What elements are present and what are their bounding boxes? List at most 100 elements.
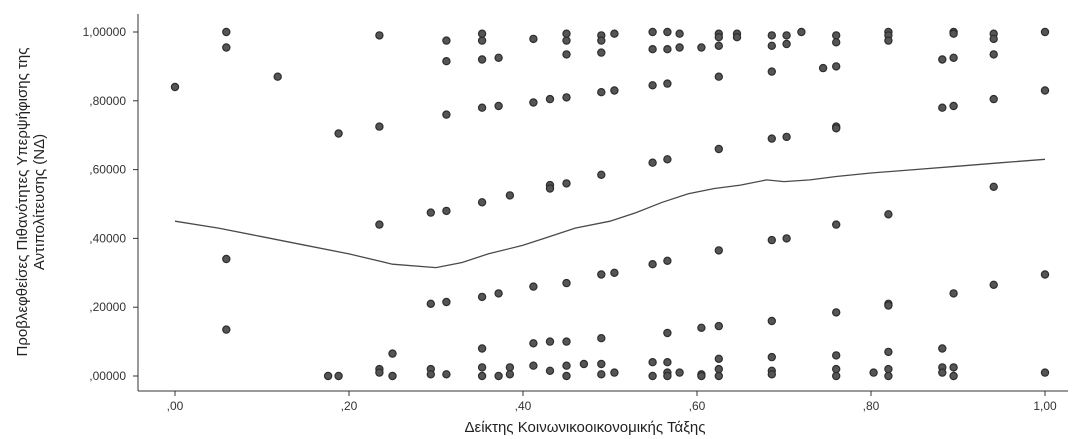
data-point bbox=[675, 29, 684, 38]
data-point bbox=[797, 27, 806, 37]
data-point bbox=[494, 371, 503, 381]
data-point bbox=[426, 299, 435, 308]
data-point bbox=[442, 206, 451, 216]
data-point bbox=[375, 31, 384, 40]
data-point bbox=[832, 371, 841, 381]
data-point bbox=[442, 370, 451, 379]
data-point bbox=[648, 371, 657, 381]
data-point bbox=[714, 72, 724, 81]
x-tick-label: ,60 bbox=[689, 399, 706, 413]
axes: ,00000 ,20000 ,40000 ,60000 ,80000 1,00000 ,00… bbox=[83, 14, 1068, 413]
data-point bbox=[562, 29, 571, 38]
data-point bbox=[375, 220, 384, 229]
y-axis-title-line-2: Αντιπολίτευσης (ΝΔ) bbox=[31, 134, 48, 270]
data-point bbox=[442, 57, 451, 66]
data-point bbox=[1040, 368, 1050, 377]
y-tick-label: ,40000 bbox=[89, 231, 126, 245]
data-point bbox=[610, 29, 619, 38]
y-tick-label: ,80000 bbox=[89, 94, 126, 108]
data-point bbox=[545, 366, 555, 375]
data-point bbox=[1040, 270, 1050, 279]
data-point bbox=[610, 268, 619, 277]
data-point bbox=[477, 363, 487, 372]
data-point bbox=[884, 301, 893, 310]
data-point bbox=[938, 55, 947, 64]
data-point bbox=[884, 36, 893, 45]
data-point bbox=[949, 363, 958, 372]
fit-line-layer bbox=[174, 158, 1046, 269]
data-point bbox=[884, 347, 893, 357]
data-point bbox=[597, 270, 606, 279]
data-point bbox=[767, 41, 777, 51]
data-point bbox=[562, 50, 571, 59]
x-tick-label: ,80 bbox=[863, 399, 880, 413]
data-point bbox=[767, 67, 777, 76]
data-point bbox=[648, 81, 657, 90]
data-point bbox=[545, 337, 555, 346]
data-point bbox=[529, 34, 538, 44]
data-point bbox=[949, 289, 958, 298]
data-point bbox=[597, 359, 606, 369]
data-point bbox=[818, 63, 828, 73]
data-point bbox=[767, 31, 777, 40]
data-point bbox=[1040, 27, 1050, 37]
data-point bbox=[989, 34, 998, 44]
data-point bbox=[597, 170, 606, 179]
data-point bbox=[545, 184, 555, 193]
data-point bbox=[767, 352, 777, 362]
data-point bbox=[334, 371, 343, 381]
data-point bbox=[597, 36, 606, 45]
data-point bbox=[663, 27, 672, 37]
data-point bbox=[222, 325, 231, 334]
data-point bbox=[426, 208, 435, 217]
data-point bbox=[884, 210, 893, 219]
data-point bbox=[782, 234, 791, 243]
data-point bbox=[648, 260, 657, 269]
data-point bbox=[597, 87, 606, 97]
data-point bbox=[477, 371, 487, 381]
data-point bbox=[832, 38, 841, 47]
data-point bbox=[663, 371, 672, 381]
data-point bbox=[989, 182, 998, 191]
data-point bbox=[597, 370, 606, 379]
data-point bbox=[648, 158, 657, 167]
data-point bbox=[767, 235, 777, 245]
data-point bbox=[884, 364, 893, 374]
data-point bbox=[505, 363, 515, 372]
data-point bbox=[494, 101, 503, 111]
data-point bbox=[505, 370, 515, 379]
data-point bbox=[388, 349, 397, 358]
data-point bbox=[832, 62, 841, 71]
data-point bbox=[334, 129, 343, 138]
data-point bbox=[697, 371, 706, 381]
data-point bbox=[732, 33, 742, 42]
data-point bbox=[949, 101, 958, 111]
data-point bbox=[610, 368, 619, 377]
data-point bbox=[442, 297, 451, 307]
data-point bbox=[663, 45, 672, 54]
data-point bbox=[832, 364, 841, 374]
data-point bbox=[938, 368, 947, 377]
data-point bbox=[675, 43, 684, 52]
data-point bbox=[782, 39, 791, 49]
y-tick-label: ,00000 bbox=[89, 369, 126, 383]
data-point bbox=[714, 144, 724, 154]
data-point bbox=[884, 371, 893, 381]
data-point bbox=[273, 72, 282, 81]
data-point bbox=[562, 371, 571, 381]
data-point bbox=[869, 368, 878, 377]
data-point bbox=[714, 371, 724, 381]
data-point bbox=[648, 27, 657, 37]
data-point bbox=[375, 368, 384, 377]
y-axis-title-line-1: Προβλεφθείσες Πιθανότητες Υπερψήφισης τη… bbox=[14, 48, 31, 357]
data-point bbox=[477, 36, 487, 45]
data-point bbox=[663, 358, 672, 367]
data-point bbox=[477, 29, 487, 38]
data-point bbox=[375, 122, 384, 131]
x-tick-label: ,40 bbox=[515, 399, 532, 413]
data-point bbox=[388, 371, 397, 381]
data-point bbox=[714, 41, 724, 51]
y-tick-label: ,60000 bbox=[89, 163, 126, 177]
